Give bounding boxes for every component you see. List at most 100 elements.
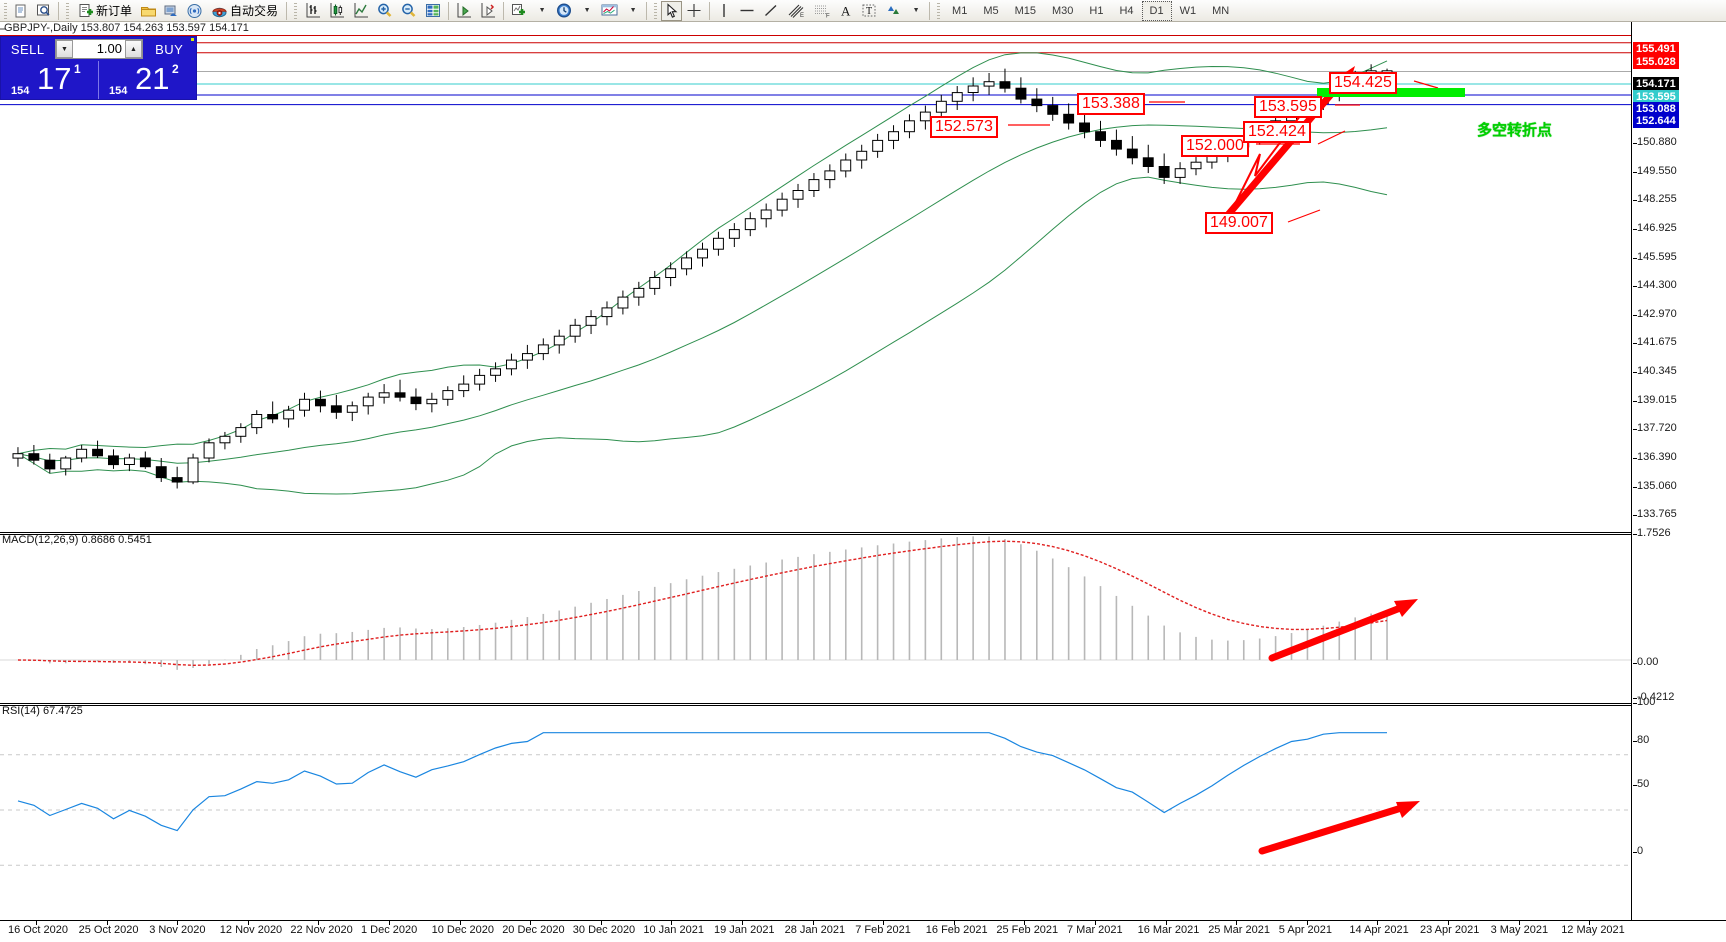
- toolbar-grip[interactable]: [2, 1, 9, 20]
- timeframe-m30-button[interactable]: M30: [1052, 4, 1074, 17]
- rsi-pane[interactable]: RSI(14) 67.4725: [0, 705, 1631, 920]
- new-order-button[interactable]: 新订单: [73, 1, 137, 21]
- cursor-icon[interactable]: [661, 0, 683, 21]
- timeframe-m1-button[interactable]: M1: [952, 4, 968, 17]
- line-chart-icon[interactable]: [349, 1, 373, 21]
- price-tick: 137.720: [1633, 422, 1677, 435]
- date-tick-mark: [1518, 921, 1520, 925]
- price-tick: 135.060: [1633, 480, 1677, 493]
- date-tick-mark: [953, 921, 955, 925]
- main-toolbar: 新订单 自动交易: [0, 0, 1726, 22]
- toolbar-divider-3: [448, 1, 450, 20]
- timeframe-mn-button[interactable]: MN: [1212, 4, 1230, 17]
- fibonacci-icon[interactable]: F: [809, 1, 835, 21]
- toolbar-grip-4[interactable]: [652, 1, 660, 20]
- toolbar-grip-3[interactable]: [292, 1, 300, 20]
- timeframe-w1-button[interactable]: W1: [1179, 4, 1197, 17]
- zoom-out-icon[interactable]: [397, 1, 421, 21]
- horizontal-line-icon[interactable]: [735, 1, 759, 21]
- autotrading-button[interactable]: 自动交易: [206, 1, 283, 21]
- bar-chart-icon[interactable]: [301, 1, 325, 21]
- bid-price-prefix: 154: [11, 85, 30, 97]
- price-label-152644: 152.644: [1633, 114, 1679, 128]
- price-tick: 142.970: [1633, 308, 1677, 321]
- volume-decrease-button[interactable]: ▼: [56, 40, 73, 58]
- price-tick: 141.675: [1633, 336, 1677, 349]
- folder-icon[interactable]: [137, 1, 160, 21]
- date-tick-mark: [883, 921, 885, 925]
- rsi-tick: 0: [1632, 845, 1644, 857]
- one-click-trading-panel[interactable]: SELL ▼ 1.00 ▲ BUY 154 17 1 154 21: [0, 36, 197, 100]
- chinese-annotation: 多空转折点: [1477, 121, 1553, 139]
- arrows-icon[interactable]: [881, 1, 905, 21]
- toolbar-grip-5[interactable]: [935, 1, 943, 20]
- vertical-line-icon[interactable]: [713, 1, 735, 21]
- date-tick: 16 Feb 2021: [925, 924, 988, 936]
- timeframe-h4-button[interactable]: H4: [1119, 4, 1134, 17]
- date-tick-mark: [742, 921, 743, 925]
- new-chart-icon[interactable]: [11, 1, 33, 21]
- shift-chart-icon[interactable]: [452, 1, 476, 21]
- date-tick: 12 May 2021: [1561, 924, 1625, 936]
- rsi-tick: 50: [1632, 778, 1650, 790]
- period-clock-icon[interactable]: [552, 1, 576, 21]
- text-box-icon[interactable]: T: [857, 1, 881, 21]
- timeframe-d1-button[interactable]: D1: [1141, 0, 1172, 21]
- date-tick: 12 Nov 2020: [219, 924, 283, 936]
- toolbar-grip-2[interactable]: [64, 1, 71, 20]
- timeframe-h1-button[interactable]: H1: [1089, 4, 1104, 17]
- trendline-icon[interactable]: [759, 1, 783, 21]
- sell-button[interactable]: SELL: [10, 41, 45, 57]
- timeframe-m5-button[interactable]: M5: [983, 4, 999, 17]
- volume-input-group[interactable]: ▼ 1.00 ▲: [55, 39, 143, 59]
- arrows-dropdown-arrow[interactable]: ▼: [912, 7, 920, 14]
- chart-canvas-area[interactable]: GBPJPY-,Daily 153.807 154.263 153.597 15…: [0, 22, 1726, 942]
- zoom-in-icon[interactable]: [373, 1, 397, 21]
- period-dropdown-arrow[interactable]: ▼: [583, 7, 591, 14]
- price-scale[interactable]: 154.833152.210150.880149.550148.255146.9…: [1631, 22, 1726, 920]
- candlestick-chart-icon[interactable]: [325, 1, 349, 21]
- rsi-tick: 80: [1632, 734, 1650, 746]
- toolbar-divider-5: [646, 1, 648, 20]
- date-tick: 16 Oct 2020: [8, 924, 68, 936]
- volume-value[interactable]: 1.00: [96, 41, 122, 56]
- search-symbol-icon[interactable]: [33, 1, 55, 21]
- pane-separator-rsi: [0, 703, 1726, 706]
- timeframe-m15-button[interactable]: M15: [1014, 4, 1036, 17]
- publish-icon[interactable]: [160, 1, 183, 21]
- date-tick-mark: [1589, 921, 1591, 925]
- data-window-icon[interactable]: [421, 1, 445, 21]
- rsi-chart: [0, 732, 1631, 866]
- buy-button[interactable]: BUY: [155, 41, 184, 57]
- date-tick-mark: [812, 921, 814, 925]
- toolbar-divider-7: [929, 1, 931, 20]
- equidistant-channel-icon[interactable]: E: [783, 1, 809, 21]
- ask-quote[interactable]: 154 21 2: [98, 61, 196, 99]
- crosshair-icon[interactable]: [682, 1, 706, 21]
- text-label-icon[interactable]: A: [835, 1, 857, 21]
- price-tick: 145.595: [1633, 251, 1677, 263]
- macd-pane[interactable]: MACD(12,26,9) 0.8686 0.5451: [0, 534, 1631, 703]
- date-tick-mark: [177, 921, 179, 925]
- date-tick: 1 Dec 2020: [361, 924, 418, 936]
- price-tick: 144.300: [1633, 279, 1677, 292]
- deal-panel-quotes: 154 17 1 154 21 2: [1, 61, 196, 99]
- macd-tick: 0.00: [1632, 656, 1659, 668]
- auto-scroll-icon[interactable]: [476, 1, 500, 21]
- templates-icon[interactable]: [597, 1, 622, 21]
- price-label-153595: 153.595: [1633, 90, 1679, 104]
- quote-indicator-dot: [191, 38, 194, 41]
- templates-dropdown-arrow[interactable]: ▼: [629, 7, 637, 14]
- date-tick: 28 Jan 2021: [784, 924, 846, 936]
- bid-quote[interactable]: 154 17 1: [1, 61, 98, 99]
- price-pane[interactable]: 多空转折点 152.573 153.388 152.000 152.424 15…: [0, 36, 1631, 532]
- svg-text:E: E: [800, 13, 804, 19]
- indicator-dropdown-arrow[interactable]: ▼: [538, 7, 546, 14]
- toolbar-divider-2: [286, 1, 288, 20]
- date-axis[interactable]: 16 Oct 2020 25 Oct 2020 3 Nov 2020 12 Nov 2…: [0, 920, 1726, 942]
- add-indicator-icon[interactable]: [507, 1, 531, 21]
- new-order-label: 新订单: [96, 4, 133, 18]
- price-tag-153388: 153.388: [1077, 93, 1145, 115]
- volume-increase-button[interactable]: ▲: [125, 40, 142, 58]
- signals-icon[interactable]: [183, 1, 206, 21]
